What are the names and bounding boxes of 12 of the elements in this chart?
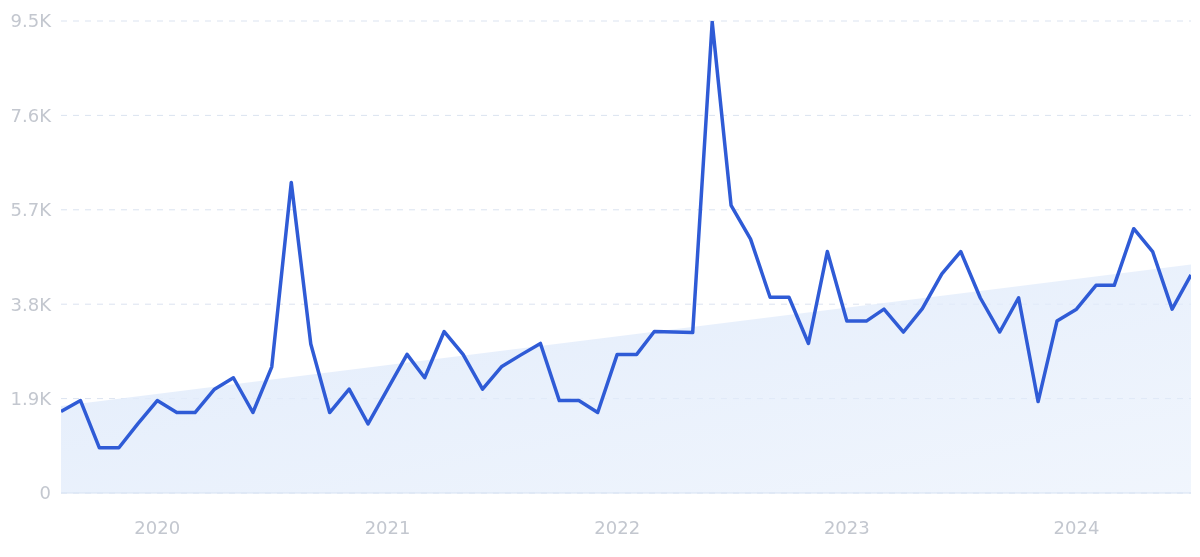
- y-tick-label: 5.7K: [10, 199, 53, 221]
- x-tick-label: 2021: [364, 516, 411, 538]
- x-tick-label: 2023: [823, 516, 870, 538]
- y-tick-label: 0: [39, 482, 51, 504]
- x-tick-label: 2022: [594, 516, 641, 538]
- y-tick-label: 1.9K: [10, 387, 53, 409]
- line-series: [61, 21, 1191, 450]
- x-tick-label: 2020: [134, 516, 181, 538]
- y-tick-label: 7.6K: [10, 104, 53, 126]
- y-tick-label: 9.5K: [10, 10, 53, 32]
- x-tick-label: 2024: [1053, 516, 1100, 538]
- y-tick-label: 3.8K: [10, 293, 53, 315]
